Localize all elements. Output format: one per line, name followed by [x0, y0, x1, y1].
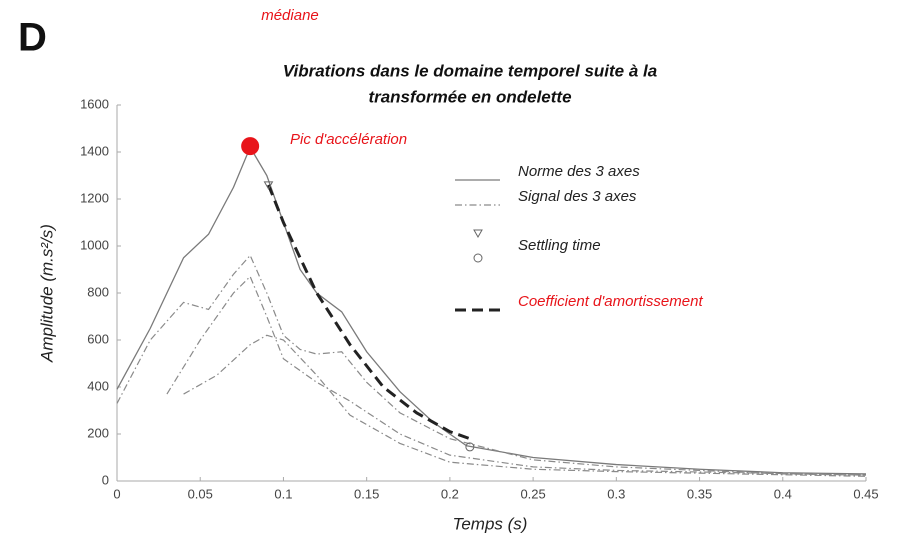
end-marker [465, 442, 475, 452]
x-tick-label: 0.3 [607, 486, 625, 501]
peak-marker [241, 137, 260, 156]
x-tick-label: 0.4 [774, 486, 792, 501]
series-line [166, 275, 867, 476]
x-tick-label: 0.15 [354, 486, 379, 501]
y-tick-label: 800 [87, 284, 109, 299]
panel-letter: D [18, 16, 47, 60]
x-tick-label: 0.05 [188, 486, 213, 501]
y-tick-label: 1000 [80, 237, 109, 252]
top-note: médiane [261, 7, 319, 24]
x-tick-label: 0.2 [441, 486, 459, 501]
legend-label: Signal des 3 axes [518, 188, 637, 205]
x-tick-label: 0.35 [687, 486, 712, 501]
x-tick-label: 0.45 [853, 486, 878, 501]
y-tick-label: 0 [102, 472, 109, 487]
series-line [183, 334, 867, 477]
y-tick-label: 1200 [80, 190, 109, 205]
legend-triangle [473, 229, 483, 239]
chart-title: Vibrations dans le domaine temporel suit… [283, 61, 657, 80]
x-tick-label: 0.1 [274, 486, 292, 501]
x-tick-label: 0 [113, 486, 120, 501]
legend-label: Coefficient d'amortissement [518, 293, 703, 310]
chart-title: transformée en ondelette [368, 87, 571, 106]
y-tick-label: 600 [87, 331, 109, 346]
y-tick-label: 1400 [80, 143, 109, 158]
legend-label: Norme des 3 axes [518, 163, 640, 180]
series-line [116, 145, 867, 475]
x-axis-label: Temps (s) [453, 514, 528, 533]
series-line [116, 254, 867, 476]
legend-circle [473, 253, 483, 263]
y-tick-label: 200 [87, 425, 109, 440]
peak-label: Pic d'accélération [290, 131, 407, 148]
series-line [267, 184, 471, 441]
y-tick-label: 1600 [80, 96, 109, 111]
x-tick-label: 0.25 [520, 486, 545, 501]
settling-marker [263, 181, 274, 190]
legend-label: Settling time [518, 237, 601, 254]
y-tick-label: 400 [87, 378, 109, 393]
y-axis-label: Amplitude (m.s²/s) [37, 224, 56, 363]
